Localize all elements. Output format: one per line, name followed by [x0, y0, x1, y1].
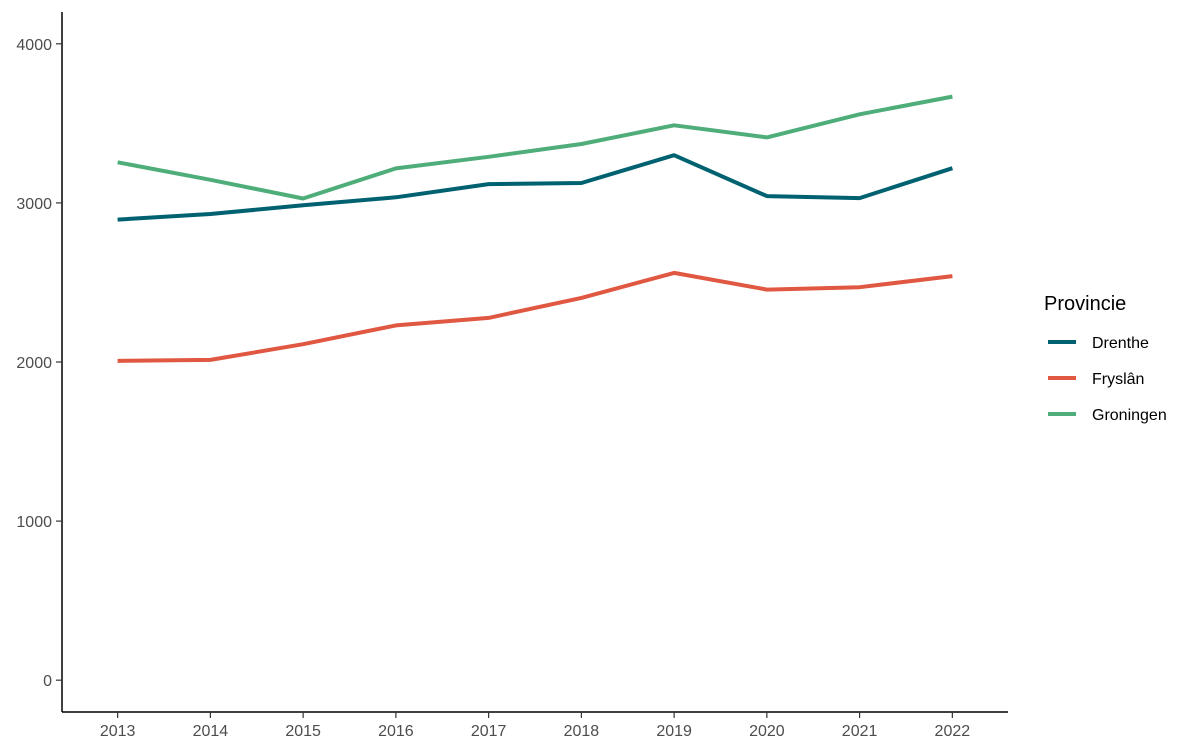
x-tick-label: 2015 [285, 723, 321, 740]
x-tick-label: 2020 [749, 723, 785, 740]
x-tick-label: 2018 [564, 723, 600, 740]
legend-label: Drenthe [1092, 335, 1149, 352]
x-tick-label: 2017 [471, 723, 507, 740]
plot-area [117, 94, 954, 363]
series-line-groningen [117, 94, 953, 201]
legend-label: Fryslân [1092, 371, 1144, 388]
y-tick-label: 2000 [16, 355, 52, 372]
x-tick-label: 2019 [656, 723, 692, 740]
x-tick-label: 2014 [193, 723, 229, 740]
series-line-drenthe [117, 153, 954, 222]
series-line-frysl-n [117, 270, 953, 363]
x-tick-label: 2013 [100, 723, 136, 740]
y-tick-label: 4000 [16, 37, 52, 54]
legend: Provincie Drenthe Fryslân Groningen [1044, 293, 1167, 424]
y-tick-label: 0 [43, 673, 52, 690]
x-tick-label: 2016 [378, 723, 414, 740]
y-tick-label: 1000 [16, 514, 52, 531]
legend-label: Groningen [1092, 407, 1167, 424]
y-tick-label: 3000 [16, 196, 52, 213]
x-tick-label: 2021 [842, 723, 878, 740]
x-tick-label: 2022 [935, 723, 971, 740]
legend-title: Provincie [1044, 293, 1126, 315]
axes: 0 1000 2000 3000 4000 2013 2014 2015 2016 2017 201… [16, 12, 1008, 740]
